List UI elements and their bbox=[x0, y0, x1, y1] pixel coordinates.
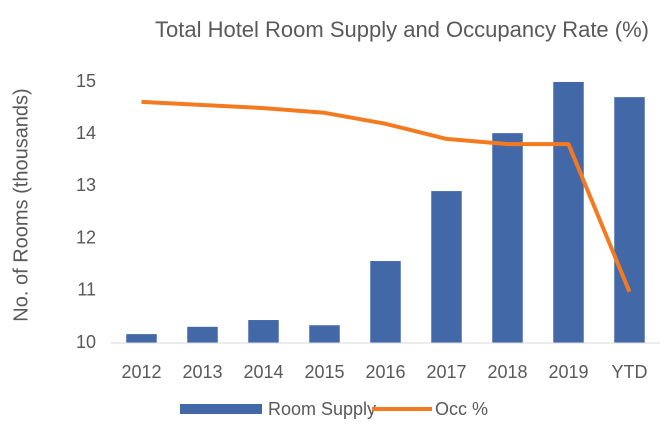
x-tick-label: 2012 bbox=[121, 362, 161, 382]
chart-title: Total Hotel Room Supply and Occupancy Ra… bbox=[154, 17, 649, 42]
legend-swatch bbox=[180, 404, 262, 414]
y-tick-label: 15 bbox=[76, 71, 96, 91]
bar bbox=[187, 326, 218, 343]
x-tick-label: 2013 bbox=[182, 362, 222, 382]
legend-label: Occ % bbox=[435, 399, 488, 419]
y-tick-label: 10 bbox=[76, 332, 96, 352]
y-tick-label: 11 bbox=[77, 280, 96, 300]
y-tick-label: 12 bbox=[76, 227, 96, 247]
x-tick-label: 2014 bbox=[243, 362, 283, 382]
line bbox=[141, 99, 632, 293]
bar bbox=[614, 97, 645, 343]
x-tick-label: 2019 bbox=[548, 362, 588, 382]
bar bbox=[492, 133, 523, 343]
bar bbox=[309, 325, 340, 343]
x-tick-label: 2017 bbox=[426, 362, 466, 382]
y-tick-label: 14 bbox=[76, 123, 96, 143]
x-tick-label: 2016 bbox=[365, 362, 405, 382]
legend-label: Room Supply bbox=[268, 399, 376, 419]
bar bbox=[248, 320, 279, 343]
bar bbox=[126, 334, 157, 343]
x-tick-label: 2015 bbox=[304, 362, 344, 382]
bar bbox=[370, 261, 401, 343]
x-tick-label: YTD bbox=[612, 362, 648, 382]
y-axis-label: No. of Rooms (thousands) bbox=[10, 88, 32, 321]
bar bbox=[553, 82, 584, 343]
x-tick-label: 2018 bbox=[487, 362, 527, 382]
y-tick-label: 13 bbox=[76, 175, 96, 195]
bar bbox=[431, 191, 462, 343]
